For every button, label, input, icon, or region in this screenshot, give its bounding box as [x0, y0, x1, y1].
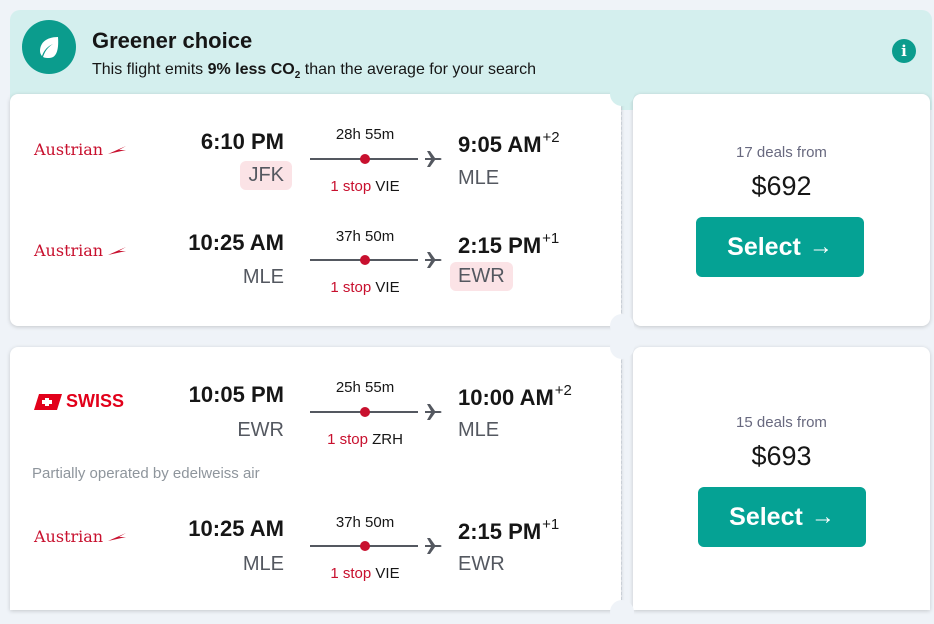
departure-time: 10:05 PM — [188, 382, 284, 407]
result-card-2-price: 15 deals from $693 Select → — [633, 347, 930, 610]
airline-logo: Austrian — [34, 140, 127, 159]
austrian-arrow-icon — [108, 145, 127, 154]
banner-text-sub: 2 — [294, 70, 301, 82]
austrian-arrow-icon — [108, 246, 127, 255]
ticket-notch — [610, 82, 634, 106]
ticket-notch — [610, 600, 634, 624]
austrian-arrow-icon — [108, 532, 127, 541]
select-button[interactable]: Select → — [698, 487, 866, 547]
duration: 25h 55m — [335, 379, 395, 396]
stops-info: 1 stop VIE — [310, 279, 420, 296]
stop-count: 1 stop — [330, 279, 372, 296]
leg-return: Austrian 10:25 AM MLE 37h 50m 1 stop VIE… — [10, 481, 621, 582]
route-line — [310, 255, 418, 265]
ticket-divider — [621, 355, 634, 600]
banner-text-prefix: This flight emits — [92, 61, 208, 78]
plane-icon — [425, 404, 442, 420]
arrival-airport: EWR — [458, 553, 505, 575]
departure-time: 10:25 AM — [188, 230, 284, 255]
price: $692 — [751, 171, 812, 201]
banner-text-bold: 9% less CO — [207, 61, 295, 78]
departure-time: 10:25 AM — [188, 516, 284, 541]
duration: 37h 50m — [335, 514, 395, 531]
stop-airport: VIE — [375, 178, 400, 195]
price: $693 — [751, 441, 812, 471]
result-card-1-price: 17 deals from $692 Select → — [633, 94, 930, 326]
operated-by-note: Partially operated by edelweiss air — [32, 465, 260, 482]
arrival-time-value: 10:00 AM — [458, 385, 554, 410]
stop-airport: ZRH — [372, 431, 403, 448]
departure-time: 6:10 PM — [200, 129, 284, 154]
plane-icon — [425, 252, 442, 268]
arrival-time: 2:15 PM+1 — [458, 230, 559, 259]
result-card-2-itinerary[interactable]: SWISS 10:05 PM EWR 25h 55m 1 stop ZRH 10… — [10, 347, 621, 610]
arrival-time-value: 9:05 AM — [458, 132, 542, 157]
airline-logo: SWISS — [34, 391, 124, 412]
arrival-time-value: 2:15 PM — [458, 519, 542, 544]
leg-return: Austrian 10:25 AM MLE 37h 50m 1 stop VIE… — [10, 195, 621, 296]
select-button[interactable]: Select → — [696, 217, 864, 277]
swiss-flag-icon — [34, 393, 62, 410]
day-offset: +1 — [542, 230, 560, 247]
departure-airport: MLE — [242, 266, 284, 288]
leg-outbound: Austrian 6:10 PM JFK 28h 55m 1 stop VIE … — [10, 94, 621, 195]
departure-airport: EWR — [237, 419, 284, 441]
deals-count: 17 deals from — [736, 144, 827, 161]
arrival-airport: MLE — [458, 167, 500, 189]
arrival-time-value: 2:15 PM — [458, 233, 542, 258]
stop-airport: VIE — [375, 565, 400, 582]
arrow-right-icon: → — [810, 503, 835, 530]
ticket-notch — [610, 335, 634, 359]
arrival-time: 2:15 PM+1 — [458, 516, 559, 545]
duration: 28h 55m — [335, 126, 395, 143]
stops-info: 1 stop VIE — [310, 178, 420, 195]
select-label: Select — [729, 502, 803, 531]
day-offset: +1 — [542, 516, 560, 533]
leaf-icon — [22, 20, 76, 74]
stop-dot — [360, 541, 370, 551]
arrival-time: 10:00 AM+2 — [458, 382, 572, 411]
stops-info: 1 stop ZRH — [310, 431, 420, 448]
stop-count: 1 stop — [327, 431, 368, 448]
stop-dot — [360, 255, 370, 265]
greener-choice-banner: Greener choice This flight emits 9% less… — [10, 10, 932, 110]
plane-icon — [425, 151, 442, 167]
airline-name: SWISS — [66, 391, 125, 411]
airline-name: Austrian — [34, 527, 104, 546]
airline-logo: Austrian — [34, 527, 127, 546]
airline-name: Austrian — [34, 241, 104, 260]
info-icon[interactable]: i — [892, 39, 916, 63]
arrow-right-icon: → — [808, 233, 833, 260]
arrival-time: 9:05 AM+2 — [458, 129, 560, 158]
day-offset: +2 — [554, 382, 572, 399]
stop-count: 1 stop — [330, 565, 372, 582]
airline-name: Austrian — [34, 140, 104, 159]
route-line — [310, 407, 418, 417]
banner-text-suffix: than the average for your search — [300, 61, 537, 78]
banner-text: This flight emits 9% less CO2 than the a… — [92, 61, 536, 81]
ticket-notch — [610, 314, 634, 338]
leg-outbound: SWISS 10:05 PM EWR 25h 55m 1 stop ZRH 10… — [10, 347, 621, 482]
arrival-airport: MLE — [458, 419, 500, 441]
airline-logo: Austrian — [34, 241, 127, 260]
stop-airport: VIE — [375, 279, 400, 296]
day-offset: +2 — [542, 129, 560, 146]
stops-info: 1 stop VIE — [310, 565, 420, 582]
departure-airport: MLE — [242, 553, 284, 575]
select-label: Select — [727, 232, 801, 261]
result-card-1-itinerary[interactable]: Austrian 6:10 PM JFK 28h 55m 1 stop VIE … — [10, 94, 621, 326]
ticket-divider — [621, 102, 634, 318]
arrival-airport: EWR — [450, 262, 513, 291]
stop-dot — [360, 154, 370, 164]
duration: 37h 50m — [335, 228, 395, 245]
route-line — [310, 541, 418, 551]
stop-dot — [360, 407, 370, 417]
stop-count: 1 stop — [330, 178, 372, 195]
departure-airport: JFK — [240, 161, 292, 190]
deals-count: 15 deals from — [736, 414, 827, 431]
banner-title: Greener choice — [92, 28, 253, 53]
plane-icon — [425, 538, 442, 554]
route-line — [310, 154, 418, 164]
